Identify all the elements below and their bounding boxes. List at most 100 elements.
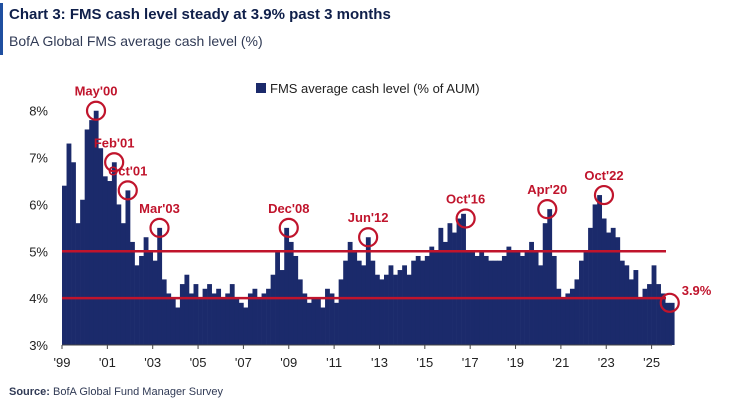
legend-label: FMS average cash level (% of AUM) — [270, 81, 480, 96]
y-tick-label: 6% — [29, 197, 48, 212]
bar — [520, 255, 525, 345]
bar — [619, 260, 625, 345]
bar — [569, 288, 575, 345]
bar — [338, 279, 344, 345]
bar — [207, 284, 212, 345]
annotations: May'00 Feb'01 Oct'01 Mar'03 Dec'08 Jun'12 Oct'… — [75, 84, 712, 313]
bar — [393, 274, 398, 345]
bar — [647, 284, 652, 345]
annotation-label: Mar'03 — [139, 201, 180, 216]
bar — [456, 218, 462, 345]
bar — [579, 260, 584, 345]
bar — [565, 293, 571, 345]
bar — [651, 265, 657, 345]
bar — [406, 274, 412, 345]
bar — [257, 298, 262, 345]
bar — [102, 176, 108, 345]
chart-subtitle: BofA Global FMS average cash level (%) — [9, 33, 263, 49]
bar — [497, 260, 503, 345]
bar — [107, 181, 113, 345]
bar — [188, 293, 194, 345]
bar — [442, 241, 448, 345]
y-tick-label: 3% — [29, 338, 48, 353]
annotation-label: Jun'12 — [348, 210, 389, 225]
bar — [610, 227, 616, 345]
bar — [588, 227, 593, 345]
bar — [660, 293, 666, 345]
bar — [415, 255, 421, 345]
bar — [75, 223, 81, 345]
axes: 3% 4% 5% 6% 7% 8% '99 '01 '03 '05 '07 '09 '11 '13 '15 '… — [29, 104, 672, 370]
source-label: Source: — [9, 386, 50, 398]
bar — [374, 274, 380, 345]
bar — [266, 288, 271, 345]
bar — [429, 246, 435, 345]
y-tick-label: 7% — [29, 151, 48, 166]
x-tick-label: '17 — [462, 355, 479, 370]
bar — [270, 274, 276, 345]
x-tick-label: '19 — [507, 355, 524, 370]
title-accent-bar — [0, 3, 3, 55]
source-note: Source: BofA Global Fund Manager Survey — [9, 386, 223, 398]
bar — [347, 241, 353, 345]
bar — [279, 270, 285, 345]
x-tick-label: '25 — [643, 355, 660, 370]
bar — [234, 298, 240, 345]
bar — [628, 279, 634, 345]
bar — [325, 288, 330, 345]
bar — [71, 162, 76, 345]
bar — [252, 288, 258, 345]
bar — [402, 265, 407, 345]
bar — [501, 255, 507, 345]
bar — [229, 284, 235, 345]
bar — [320, 307, 326, 345]
bar — [116, 204, 122, 345]
bar — [379, 279, 385, 345]
annotation-label: Oct'22 — [584, 168, 623, 183]
bar — [556, 288, 562, 345]
x-tick-label: '09 — [280, 355, 297, 370]
annotation-circle — [278, 217, 299, 238]
bar — [315, 298, 321, 345]
bar — [329, 293, 335, 345]
x-tick-label: '21 — [552, 355, 569, 370]
bar — [170, 298, 176, 345]
bar — [193, 284, 199, 345]
bar — [656, 284, 661, 345]
x-tick-label: '05 — [190, 355, 207, 370]
bar — [311, 298, 317, 345]
bar — [66, 143, 72, 345]
annotation-circle — [455, 208, 476, 229]
bar — [506, 246, 512, 345]
annotation-circle — [85, 100, 107, 121]
bar — [492, 260, 498, 345]
bar — [547, 209, 553, 345]
bar — [111, 162, 117, 345]
threshold-lines — [62, 250, 666, 300]
bar — [334, 302, 339, 345]
annotation-circle — [659, 292, 680, 313]
bar — [343, 260, 349, 345]
bar — [447, 223, 453, 345]
bar — [474, 255, 480, 345]
bar — [669, 302, 675, 345]
bar — [606, 232, 612, 345]
bar — [633, 270, 639, 345]
bar — [198, 298, 203, 345]
bar — [452, 232, 457, 345]
bar — [134, 265, 140, 345]
annotation-circle — [117, 180, 138, 201]
annotation-label: May'00 — [75, 84, 118, 99]
bar — [120, 223, 126, 345]
annotation-circle — [358, 227, 379, 248]
bar — [665, 302, 671, 345]
legend-swatch — [256, 83, 266, 93]
bar — [288, 241, 294, 345]
x-tick-label: '13 — [371, 355, 388, 370]
bar — [411, 260, 417, 345]
bar — [624, 265, 630, 345]
y-tick-label: 5% — [29, 244, 48, 259]
bar — [560, 298, 566, 345]
bar — [356, 260, 362, 345]
bar — [211, 293, 217, 345]
